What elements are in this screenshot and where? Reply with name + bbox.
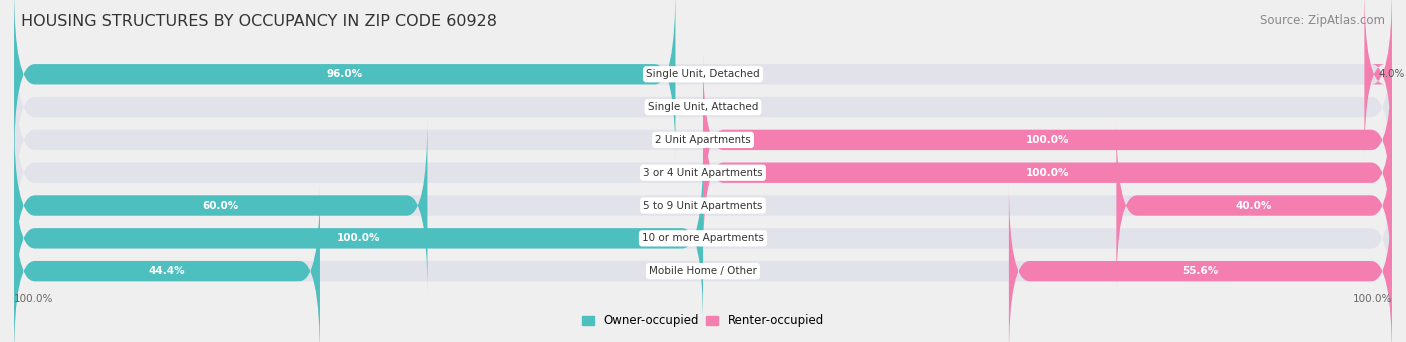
FancyBboxPatch shape [703, 52, 1392, 228]
Text: 100.0%: 100.0% [1026, 168, 1069, 178]
Text: Mobile Home / Other: Mobile Home / Other [650, 266, 756, 276]
Text: 55.6%: 55.6% [1182, 266, 1219, 276]
Text: 2 Unit Apartments: 2 Unit Apartments [655, 135, 751, 145]
Text: HOUSING STRUCTURES BY OCCUPANCY IN ZIP CODE 60928: HOUSING STRUCTURES BY OCCUPANCY IN ZIP C… [21, 14, 498, 29]
FancyBboxPatch shape [14, 52, 1392, 228]
Text: 60.0%: 60.0% [202, 200, 239, 211]
FancyBboxPatch shape [14, 117, 1392, 294]
Text: 44.4%: 44.4% [149, 266, 186, 276]
FancyBboxPatch shape [1364, 0, 1392, 162]
FancyBboxPatch shape [14, 84, 1392, 261]
FancyBboxPatch shape [14, 150, 1392, 327]
FancyBboxPatch shape [1116, 117, 1392, 294]
Text: 96.0%: 96.0% [326, 69, 363, 79]
FancyBboxPatch shape [14, 0, 675, 162]
Text: 100.0%: 100.0% [1026, 135, 1069, 145]
FancyBboxPatch shape [1010, 183, 1392, 342]
FancyBboxPatch shape [14, 19, 1392, 195]
Text: Source: ZipAtlas.com: Source: ZipAtlas.com [1260, 14, 1385, 27]
FancyBboxPatch shape [14, 0, 1392, 162]
FancyBboxPatch shape [14, 183, 1392, 342]
Text: 100.0%: 100.0% [14, 294, 53, 304]
Text: 4.0%: 4.0% [1378, 69, 1405, 79]
Text: 100.0%: 100.0% [337, 233, 380, 244]
FancyBboxPatch shape [14, 183, 321, 342]
Text: 10 or more Apartments: 10 or more Apartments [643, 233, 763, 244]
Text: 5 to 9 Unit Apartments: 5 to 9 Unit Apartments [644, 200, 762, 211]
FancyBboxPatch shape [703, 84, 1392, 261]
FancyBboxPatch shape [14, 150, 703, 327]
Text: 3 or 4 Unit Apartments: 3 or 4 Unit Apartments [643, 168, 763, 178]
FancyBboxPatch shape [14, 117, 427, 294]
Text: Single Unit, Detached: Single Unit, Detached [647, 69, 759, 79]
Legend: Owner-occupied, Renter-occupied: Owner-occupied, Renter-occupied [578, 310, 828, 332]
Text: 100.0%: 100.0% [1353, 294, 1392, 304]
Text: 40.0%: 40.0% [1236, 200, 1272, 211]
Text: Single Unit, Attached: Single Unit, Attached [648, 102, 758, 112]
